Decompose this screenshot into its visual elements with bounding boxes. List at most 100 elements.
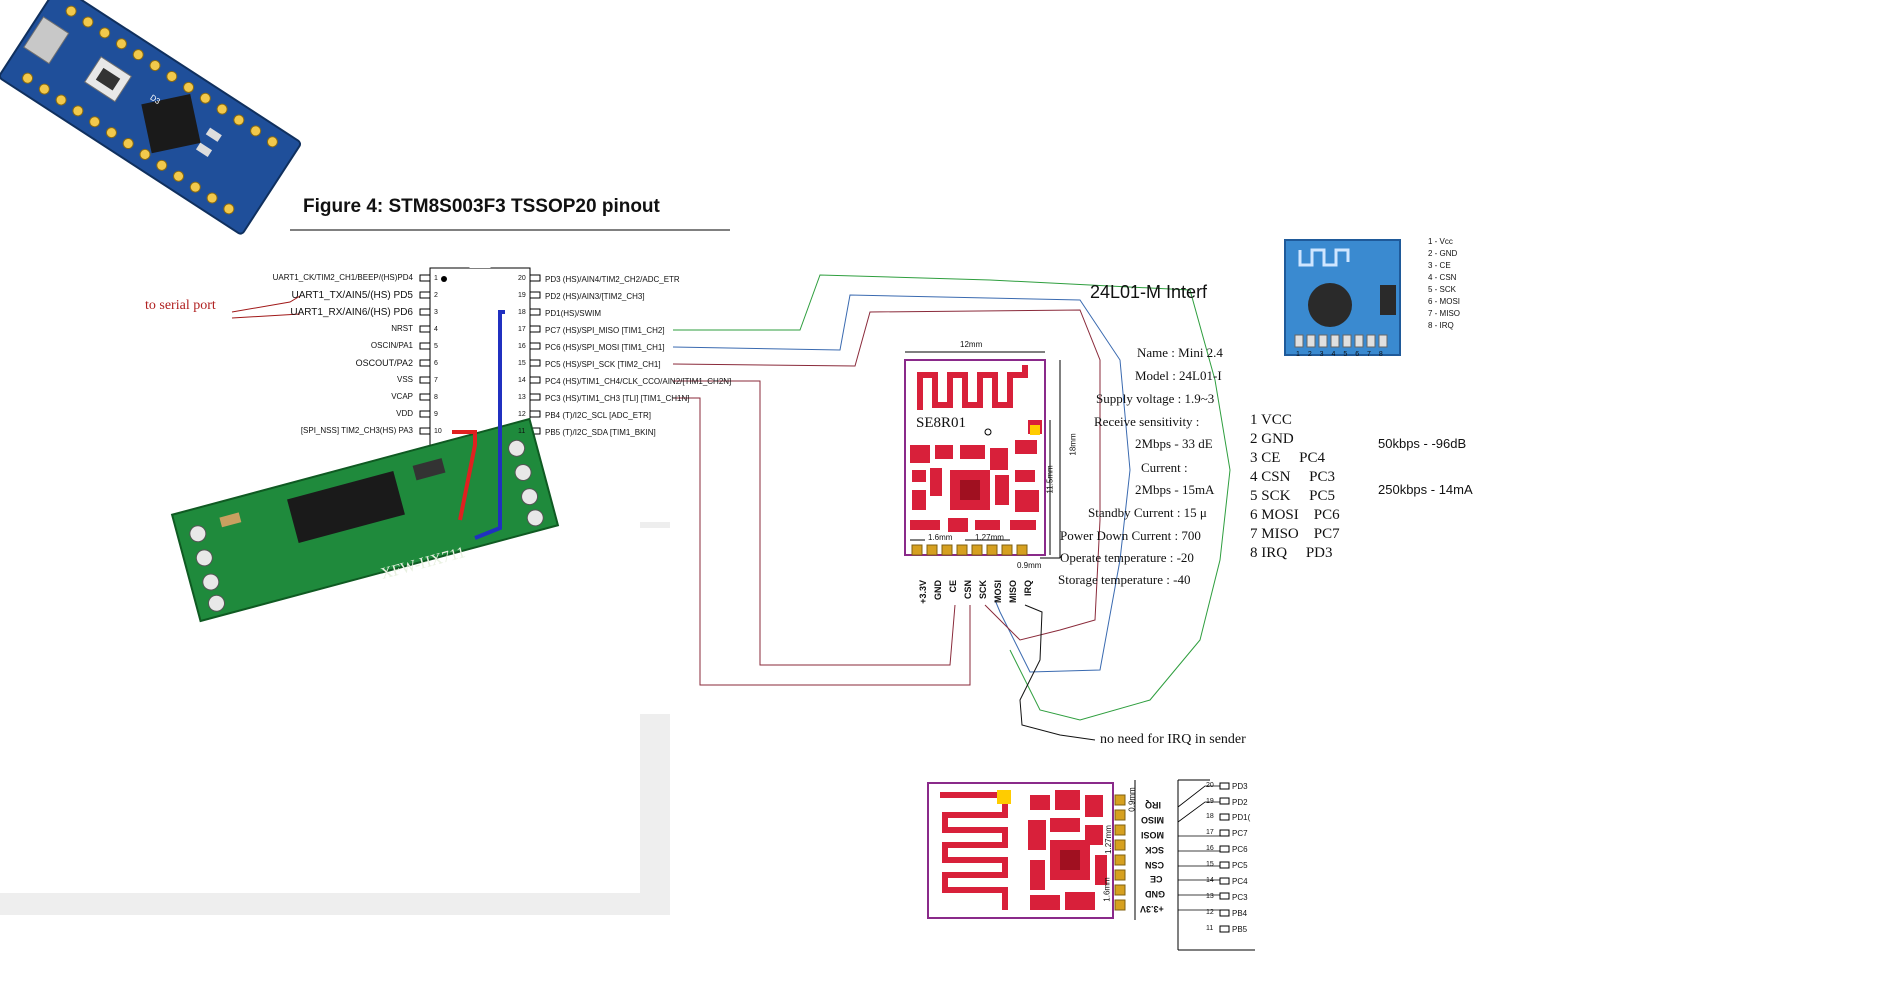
bottom-ic-num-17: 17	[1206, 829, 1214, 836]
spec-row-voltage: Supply voltage : 1.9~3	[1096, 391, 1215, 406]
dimension-lines	[905, 351, 1061, 559]
module-name: SE8R01	[916, 415, 967, 431]
specs-title: 24L01-M Interf	[1090, 282, 1208, 302]
bottom-pin-mosi: MOSI	[1141, 830, 1165, 840]
bottom-dim-bottom: 1.6mm	[1102, 877, 1112, 902]
bottom-ic-label-18: PD1(	[1232, 813, 1251, 822]
pin-num-13: 13	[518, 394, 526, 401]
pinout-title-main: Figure 4: STM8S00	[303, 196, 473, 217]
pinmap-5: 5 SCK PC5	[1250, 488, 1336, 504]
pin-label-13: PC3 (HS)/TIM1_CH3 [TLI] [TIM1_CH1N]	[545, 394, 690, 403]
bottom-ic-num-20: 20	[1206, 782, 1214, 789]
spec-row-model: Model : 24L01-I	[1135, 368, 1222, 383]
bottom-pin-miso: MISO	[1141, 815, 1165, 825]
bottom-ic-label-15: PC5	[1232, 861, 1248, 870]
bottom-ic-label-20: PD3	[1232, 782, 1248, 791]
spec-row-2mbps: 2Mbps - 33 dE	[1135, 436, 1213, 451]
nrf-legend-5: 5 - SCK	[1428, 285, 1457, 294]
module-pin-csn: CSN	[963, 580, 973, 600]
pin-num-19: 19	[518, 292, 526, 299]
pin-label-19: PD2 (HS)/AIN3/[TIM2_CH3]	[545, 292, 645, 301]
spec-extra-current: 250kbps - 14mA	[1378, 482, 1473, 497]
pin-label-1: UART1_CK/TIM2_CH1/BEEP/(HS)PD4	[272, 273, 413, 282]
pin-label-7: VSS	[396, 375, 413, 384]
serial-port-note: to serial port	[145, 298, 216, 313]
spec-row-operate: Operate temperature : -20	[1060, 550, 1194, 565]
module-pin-gnd: GND	[933, 580, 943, 600]
pinmap-2: 2 GND	[1250, 431, 1294, 447]
nrf-legend-4: 4 - CSN	[1428, 273, 1457, 282]
bottom-ic-label-19: PD2	[1232, 798, 1248, 807]
pin-num-3: 3	[434, 309, 438, 316]
pin-label-14: PC4 (HS)/TIM1_CH4/CLK_CCO/AIN2/[TIM1_CH2…	[545, 377, 732, 386]
pinmap-1: 1 VCC	[1250, 412, 1292, 428]
pin-label-15: PC5 (HS)/SPI_SCK [TIM2_CH1]	[545, 360, 661, 369]
pin-label-20: PD3 (HS)/AIN4/TIM2_CH2/ADC_ETR	[545, 275, 680, 284]
pin-num-7: 7	[434, 377, 438, 384]
module-pin-3v3: +3.3V	[918, 580, 928, 604]
module-pin-ce: CE	[948, 580, 958, 593]
pinmap-3: 3 CE PC4	[1250, 450, 1326, 466]
pin-label-16: PC6 (HS)/SPI_MOSI [TIM1_CH1]	[545, 343, 665, 352]
bottom-ic-outline	[1177, 779, 1255, 951]
pin-num-12: 12	[518, 411, 526, 418]
pin-num-18: 18	[518, 309, 526, 316]
bottom-ic-num-14: 14	[1206, 877, 1214, 884]
pin-num-2: 2	[434, 292, 438, 299]
irq-note: no need for IRQ in sender	[1100, 732, 1246, 747]
bottom-ic-num-18: 18	[1206, 813, 1214, 820]
bottom-ic-label-12: PB4	[1232, 909, 1248, 918]
pin-num-9: 9	[434, 411, 438, 418]
bottom-ic-num-12: 12	[1206, 909, 1214, 916]
bottom-ic-label-14: PC4	[1232, 877, 1248, 886]
pin-label-18: PD1(HS)/SWIM	[545, 309, 601, 318]
pinmap-4: 4 CSN PC3	[1250, 469, 1336, 485]
nrf24l01-photo	[1284, 239, 1401, 356]
bottom-ic-label-16: PC6	[1232, 845, 1248, 854]
dim-pitch: 11.5mm	[1045, 465, 1055, 494]
pinmap-6: 6 MOSI PC6	[1250, 507, 1340, 523]
pinout-title: Figure 4: STM8S003F3 TSSOP20 pinout	[303, 196, 660, 218]
pin1-marker	[441, 276, 447, 282]
pin-label-12: PB4 (T)/I2C_SCL [ADC_ETR]	[545, 411, 651, 420]
pin-num-6: 6	[434, 360, 438, 367]
bottom-ic-label-17: PC7	[1232, 829, 1248, 838]
pin-num-14: 14	[518, 377, 526, 384]
pin-label-6: OSCOUT/PA2	[355, 358, 413, 368]
red-wire	[452, 430, 477, 521]
pin-num-4: 4	[434, 326, 438, 333]
pin-num-11: 11	[518, 428, 526, 435]
pin-num-16: 16	[518, 343, 526, 350]
bottom-ic-num-19: 19	[1206, 798, 1214, 805]
spec-row-current: Current :	[1141, 460, 1188, 475]
pin-label-11: PB5 (T)/I2C_SDA [TIM1_BKIN]	[545, 428, 656, 437]
spec-row-name: Name : Mini 2.4	[1137, 345, 1223, 360]
dim-bottom: 0.9mm	[1017, 561, 1042, 570]
pin-label-17: PC7 (HS)/SPI_MISO [TIM1_CH2]	[545, 326, 665, 335]
pin-num-20: 20	[518, 275, 526, 282]
pin-num-1: 1	[434, 275, 438, 282]
se8r01-module-image	[904, 359, 1046, 556]
bottom-pin-leaders	[1177, 785, 1220, 911]
bottom-pin-irq: IRQ	[1145, 800, 1162, 810]
bottom-pin-ce: CE	[1150, 874, 1163, 884]
spec-row-sensitivity: Receive sensitivity :	[1094, 414, 1200, 429]
bottom-pin-csn: CSN	[1145, 860, 1165, 870]
bottom-ic-num-16: 16	[1206, 845, 1214, 852]
nrf-legend-1: 1 - Vcc	[1428, 237, 1453, 246]
nrf-legend-8: 8 - IRQ	[1428, 321, 1454, 330]
dim-width: 12mm	[960, 340, 983, 349]
pin-num-17: 17	[518, 326, 526, 333]
dim-left: 1.6mm	[928, 533, 953, 542]
pin-label-2: UART1_TX/AIN5/(HS) PD5	[291, 290, 413, 301]
background-notch	[640, 528, 670, 714]
bottom-dim-top: 0.9mm	[1127, 787, 1137, 812]
blue-wire	[474, 310, 505, 540]
spec-row-2mbps-current: 2Mbps - 15mA	[1135, 482, 1215, 497]
pin-num-8: 8	[434, 394, 438, 401]
module-pin-irq: IRQ	[1023, 580, 1033, 597]
dim-height: 18mm	[1068, 433, 1078, 456]
pinmap-8: 8 IRQ PD3	[1250, 545, 1333, 561]
pinmap-7: 7 MISO PC7	[1250, 526, 1340, 542]
